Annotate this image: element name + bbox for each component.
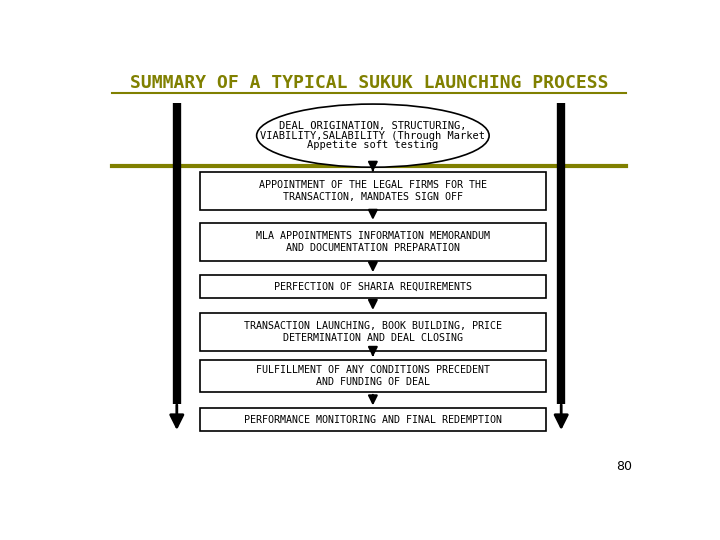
Text: APPOINTMENT OF THE LEGAL FIRMS FOR THE
TRANSACTION, MANDATES SIGN OFF: APPOINTMENT OF THE LEGAL FIRMS FOR THE T… [259, 180, 487, 202]
Text: FULFILLMENT OF ANY CONDITIONS PRECEDENT
AND FUNDING OF DEAL: FULFILLMENT OF ANY CONDITIONS PRECEDENT … [256, 365, 490, 387]
Text: VIABILITY,SALABILITY (Through Market: VIABILITY,SALABILITY (Through Market [261, 131, 485, 140]
Text: Appetite soft testing: Appetite soft testing [307, 140, 438, 150]
Text: MLA APPOINTMENTS INFORMATION MEMORANDUM
AND DOCUMENTATION PREPARATION: MLA APPOINTMENTS INFORMATION MEMORANDUM … [256, 231, 490, 253]
Text: 80: 80 [616, 460, 632, 473]
FancyBboxPatch shape [200, 360, 546, 392]
Ellipse shape [256, 104, 489, 167]
Text: SUMMARY OF A TYPICAL SUKUK LAUNCHING PROCESS: SUMMARY OF A TYPICAL SUKUK LAUNCHING PRO… [130, 75, 608, 92]
Text: DEAL ORIGINATION, STRUCTURING,: DEAL ORIGINATION, STRUCTURING, [279, 122, 467, 131]
FancyBboxPatch shape [200, 172, 546, 211]
FancyBboxPatch shape [200, 275, 546, 298]
FancyBboxPatch shape [200, 222, 546, 261]
FancyBboxPatch shape [200, 313, 546, 351]
Text: PERFECTION OF SHARIA REQUIREMENTS: PERFECTION OF SHARIA REQUIREMENTS [274, 281, 472, 292]
FancyBboxPatch shape [200, 408, 546, 431]
Text: PERFORMANCE MONITORING AND FINAL REDEMPTION: PERFORMANCE MONITORING AND FINAL REDEMPT… [244, 415, 502, 425]
Text: TRANSACTION LAUNCHING, BOOK BUILDING, PRICE
DETERMINATION AND DEAL CLOSING: TRANSACTION LAUNCHING, BOOK BUILDING, PR… [244, 321, 502, 343]
